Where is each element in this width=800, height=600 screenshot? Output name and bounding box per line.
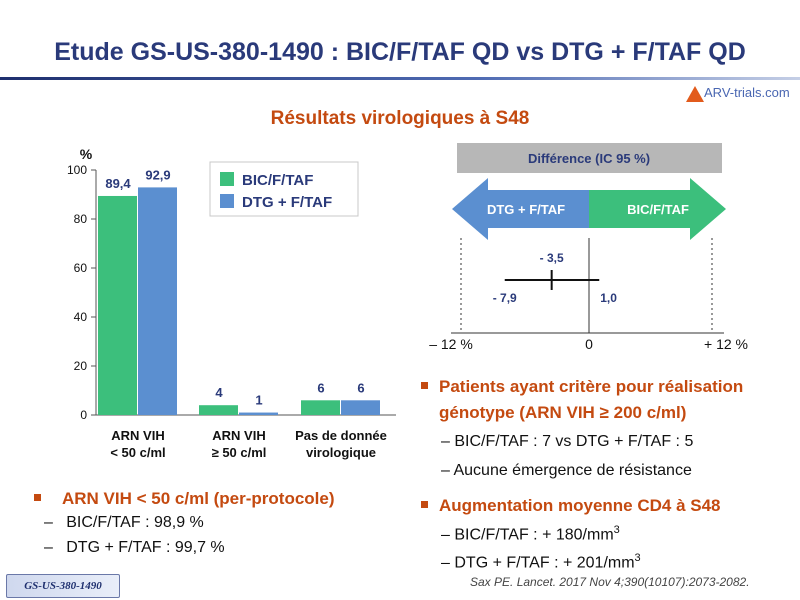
forest-plot: Différence (IC 95 %) DTG + F/TAF BIC/F/T… <box>429 143 748 352</box>
bar-value-label: 4 <box>215 385 223 400</box>
forest-tick-label: 0 <box>585 336 593 352</box>
superscript: 3 <box>634 552 641 564</box>
arrow-left-label: DTG + F/TAF <box>487 202 565 217</box>
sub-genotype-1-text: BIC/F/TAF : 7 vs DTG + F/TAF : 5 <box>454 433 694 450</box>
ci-low-label: - 7,9 <box>493 291 517 305</box>
category-labels: ARN VIH < 50 c/ml ARN VIH ≥ 50 c/ml Pas de d… <box>110 428 387 460</box>
logo-triangle-icon <box>686 86 704 102</box>
category-label: virologique <box>306 445 376 460</box>
sub-pp-1-text: BIC/F/TAF : 98,9 % <box>66 514 204 531</box>
reference: Sax PE. Lancet. 2017 Nov 4;390(10107):20… <box>470 575 750 589</box>
sub-cd4-1-text: BIC/F/TAF : + 180/mm <box>454 526 614 544</box>
y-tick-label: 40 <box>74 310 88 324</box>
arv-trials-logo: ARV-trials.com <box>686 83 798 107</box>
sub-cd4-1: – BIC/F/TAF : + 180/mm3 <box>441 524 620 544</box>
sub-genotype-2-text: Aucune émergence de résistance <box>453 462 692 479</box>
category-label: < 50 c/ml <box>110 445 165 460</box>
superscript: 3 <box>613 524 620 536</box>
legend-swatch <box>220 172 234 186</box>
forest-tick-label: + 12 % <box>704 336 748 352</box>
bar-bic <box>199 405 238 415</box>
sub-cd4-2-text: DTG + F/TAF : + 201/mm <box>454 554 635 572</box>
forest-tick-label: – 12 % <box>429 336 473 352</box>
bullet-per-protocol: ARN VIH < 50 c/ml (per-protocole) <box>34 486 414 512</box>
y-axis-label: % <box>80 146 93 162</box>
forest-header: Différence (IC 95 %) <box>528 151 650 166</box>
category-label: ARN VIH <box>212 428 265 443</box>
arrow-right-shape <box>589 178 726 240</box>
chart-legend: BIC/F/TAF DTG + F/TAF <box>209 161 359 217</box>
sub-pp-1: – BIC/F/TAF : 98,9 % <box>44 514 204 532</box>
y-tick-label: 100 <box>67 163 87 177</box>
legend-label: DTG + F/TAF <box>242 194 332 211</box>
bar-chart: % 0 20 40 60 80 100 89,4 4 6 92,9 1 6 ARN VIH < 50 … <box>67 146 396 460</box>
bar-value-label: 1 <box>255 393 262 408</box>
bullet-genotype: Patients ayant critère pour réalisation … <box>421 374 791 426</box>
sub-pp-2-text: DTG + F/TAF : 99,7 % <box>66 539 225 556</box>
forest-marks: - 3,5 - 7,9 1,0 – 12 % 0 + 12 % <box>429 238 748 352</box>
bar-dtg <box>341 400 380 415</box>
forest-header-box <box>457 143 722 173</box>
bullet-genotype-title: Patients ayant critère pour réalisation … <box>439 377 744 422</box>
bullet-square-icon <box>421 382 428 389</box>
bar-dtg <box>138 187 177 415</box>
legend-label: BIC/F/TAF <box>242 172 313 189</box>
bullet-square-icon <box>34 494 41 501</box>
sub-genotype-2: – Aucune émergence de résistance <box>441 462 692 480</box>
bullet-square-icon <box>421 501 428 508</box>
sub-pp-2: – DTG + F/TAF : 99,7 % <box>44 539 225 557</box>
bar-marks: 89,4 4 6 92,9 1 6 <box>98 167 380 415</box>
dash: – <box>441 554 450 572</box>
section-subtitle: Résultats virologiques à S48 <box>270 108 530 129</box>
category-label: ≥ 50 c/ml <box>212 445 267 460</box>
page-title: Etude GS-US-380-1490 : BIC/F/TAF QD vs D… <box>54 38 746 66</box>
dash: – <box>441 462 450 479</box>
bar-value-label: 6 <box>357 380 364 395</box>
bar-value-label: 92,9 <box>145 167 170 182</box>
bullet-cd4-title: Augmentation moyenne CD4 à S48 <box>439 496 721 515</box>
dash: – <box>44 514 53 531</box>
legend-swatch <box>220 194 234 208</box>
point-label: - 3,5 <box>540 251 564 265</box>
y-tick-label: 80 <box>74 212 88 226</box>
logo-text: ARV-trials.com <box>704 85 790 100</box>
y-tick-label: 60 <box>74 261 88 275</box>
sub-genotype-1: – BIC/F/TAF : 7 vs DTG + F/TAF : 5 <box>441 433 693 451</box>
legend-box <box>209 161 359 217</box>
bullet-per-protocol-title: ARN VIH < 50 c/ml (per-protocole) <box>62 489 335 508</box>
bar-value-label: 89,4 <box>105 176 131 191</box>
arrow-left-shape <box>452 178 589 240</box>
bar-bic <box>98 195 137 415</box>
dash: – <box>441 526 450 544</box>
category-label: Pas de donnée <box>295 428 387 443</box>
bar-bic <box>301 400 340 415</box>
category-label: ARN VIH <box>111 428 164 443</box>
study-tag: GS-US-380-1490 <box>6 574 120 598</box>
bar-value-label: 6 <box>317 380 324 395</box>
dash: – <box>441 433 450 450</box>
ci-high-label: 1,0 <box>600 291 617 305</box>
dash: – <box>44 539 53 556</box>
y-tick-label: 0 <box>80 408 87 422</box>
sub-cd4-2: – DTG + F/TAF : + 201/mm3 <box>441 552 641 572</box>
y-ticks: 0 20 40 60 80 100 <box>67 163 96 422</box>
bullet-cd4: Augmentation moyenne CD4 à S48 <box>421 493 791 519</box>
title-underline <box>0 77 800 80</box>
bar-dtg <box>239 412 278 415</box>
arrow-right-label: BIC/F/TAF <box>627 202 689 217</box>
y-tick-label: 20 <box>74 359 88 373</box>
